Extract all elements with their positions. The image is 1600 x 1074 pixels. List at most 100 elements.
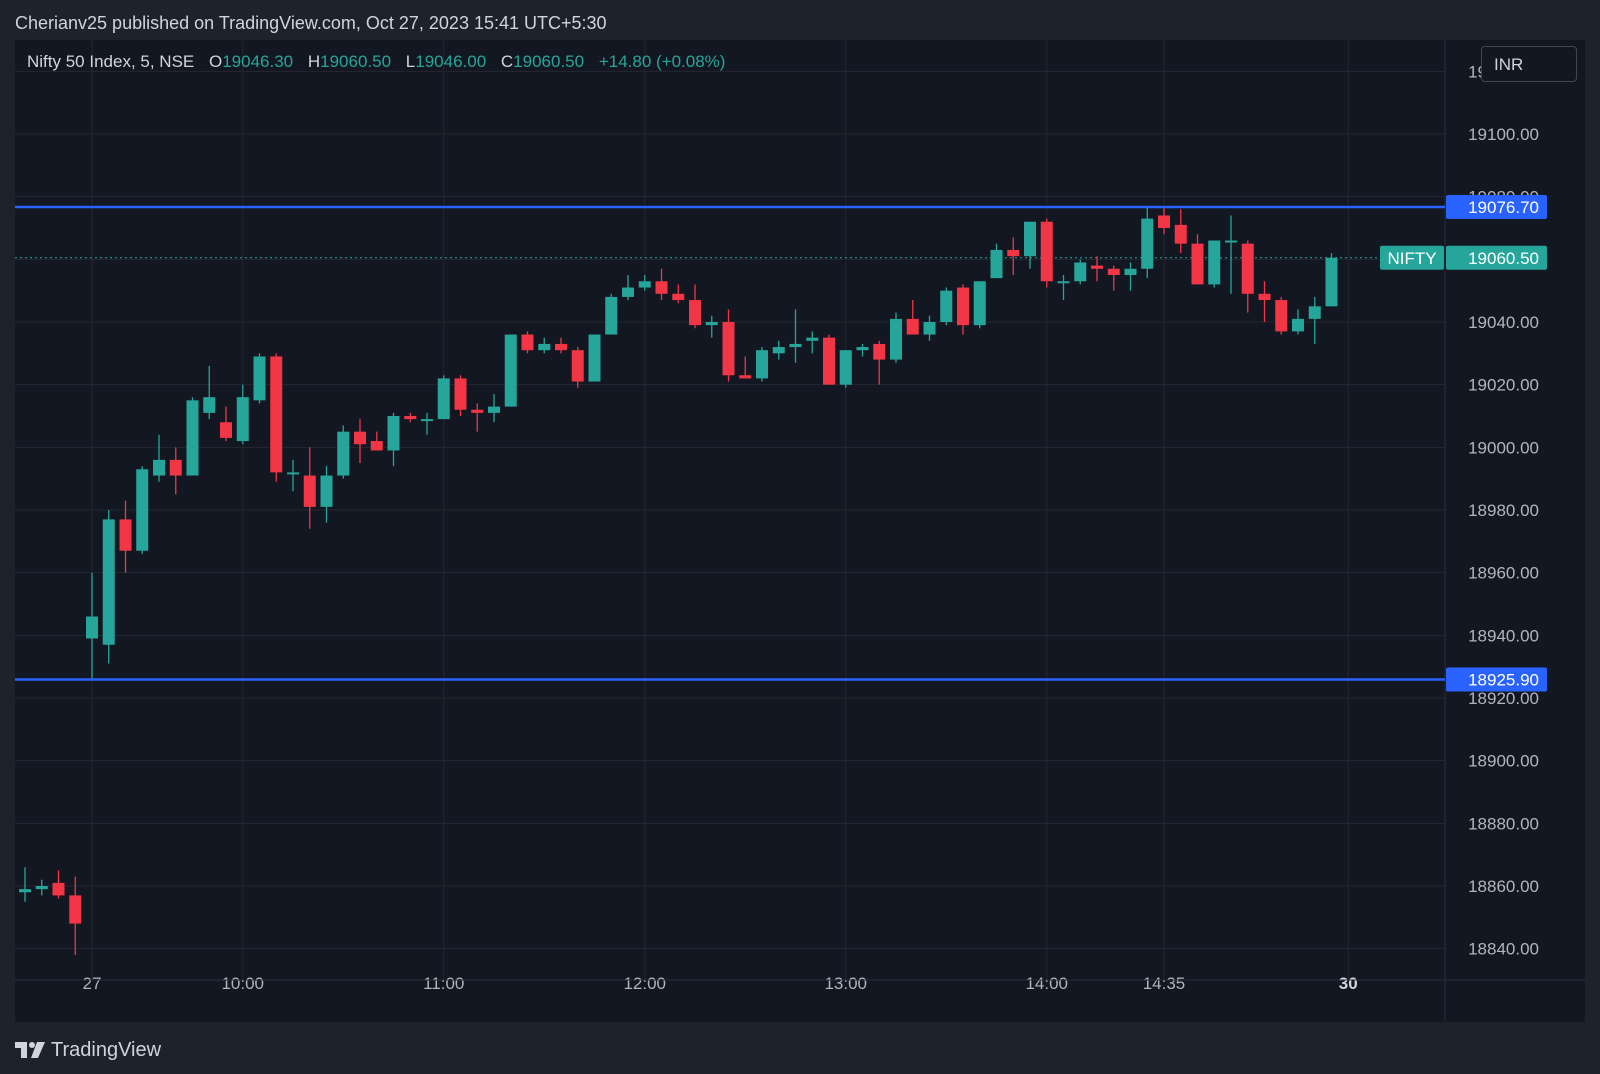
candle-body[interactable] bbox=[1174, 224, 1187, 244]
candle-body[interactable] bbox=[722, 322, 735, 376]
candle-body[interactable] bbox=[839, 350, 852, 385]
candle-body[interactable] bbox=[1241, 243, 1254, 294]
candle-body[interactable] bbox=[1107, 268, 1120, 275]
x-tick-label: 27 bbox=[83, 974, 102, 993]
candle-body[interactable] bbox=[555, 343, 567, 351]
candle-body[interactable] bbox=[605, 296, 618, 335]
candle-body[interactable] bbox=[303, 475, 316, 507]
candle-body[interactable] bbox=[1091, 265, 1103, 269]
y-tick-label: 18860.00 bbox=[1468, 877, 1539, 896]
candle-body[interactable] bbox=[1275, 300, 1288, 332]
candle-body[interactable] bbox=[119, 519, 132, 551]
candle-body[interactable] bbox=[789, 343, 802, 348]
candle-body[interactable] bbox=[186, 400, 199, 476]
candle-body[interactable] bbox=[35, 886, 48, 890]
currency-button[interactable]: INR bbox=[1481, 46, 1577, 82]
candle-body[interactable] bbox=[672, 293, 685, 301]
ohlc-legend: Nifty 50 Index, 5, NSE O19046.30 H19060.… bbox=[27, 52, 725, 72]
candle-body[interactable] bbox=[588, 334, 601, 382]
candle-body[interactable] bbox=[337, 431, 350, 476]
candle-body[interactable] bbox=[940, 290, 953, 322]
candle-body[interactable] bbox=[521, 334, 534, 351]
candle-body[interactable] bbox=[153, 459, 165, 476]
candle-body[interactable] bbox=[354, 431, 366, 445]
candle-body[interactable] bbox=[370, 441, 383, 451]
tradingview-logo-icon bbox=[15, 1042, 45, 1058]
candle-body[interactable] bbox=[1258, 293, 1271, 301]
footer-brand-label: TradingView bbox=[51, 1038, 162, 1061]
candle-body[interactable] bbox=[1074, 262, 1087, 282]
candle-body[interactable] bbox=[823, 337, 835, 385]
candle-body[interactable] bbox=[488, 406, 500, 413]
y-tick-label: 18960.00 bbox=[1468, 564, 1539, 583]
candle-body[interactable] bbox=[1308, 306, 1321, 319]
candle-body[interactable] bbox=[86, 616, 98, 639]
candle-body[interactable] bbox=[421, 419, 433, 422]
candle-body[interactable] bbox=[1191, 243, 1204, 285]
candle-body[interactable] bbox=[1225, 240, 1237, 243]
candle-body[interactable] bbox=[136, 469, 149, 551]
candle-body[interactable] bbox=[739, 375, 752, 379]
open-value: 19046.30 bbox=[222, 52, 294, 71]
candle-body[interactable] bbox=[1007, 249, 1020, 257]
candle-body[interactable] bbox=[253, 356, 266, 401]
candle-body[interactable] bbox=[1208, 240, 1221, 285]
candle-body[interactable] bbox=[538, 343, 551, 351]
x-tick-label: 13:00 bbox=[824, 974, 867, 993]
candle-body[interactable] bbox=[906, 318, 919, 335]
candle-body[interactable] bbox=[1141, 218, 1154, 269]
candle-body[interactable] bbox=[973, 281, 986, 326]
candle-body[interactable] bbox=[203, 397, 216, 413]
candle-body[interactable] bbox=[1057, 281, 1070, 284]
candle-body[interactable] bbox=[1325, 257, 1338, 307]
candle-body[interactable] bbox=[1158, 215, 1170, 228]
candle-body[interactable] bbox=[454, 378, 467, 410]
change-value: +14.80 (+0.08%) bbox=[598, 52, 726, 71]
chart-area[interactable]: 19120.0019100.0019080.0019060.0019040.00… bbox=[15, 40, 1585, 1022]
level-price-tag bbox=[1446, 667, 1547, 692]
candle-body[interactable] bbox=[890, 318, 902, 360]
candle-body[interactable] bbox=[220, 422, 232, 438]
candle-body[interactable] bbox=[69, 895, 82, 924]
candle-body[interactable] bbox=[689, 300, 701, 326]
candle-body[interactable] bbox=[756, 350, 768, 379]
y-tick-label: 19000.00 bbox=[1468, 438, 1539, 457]
high-value: 19060.50 bbox=[320, 52, 392, 71]
candle-body[interactable] bbox=[52, 882, 65, 896]
candle-body[interactable] bbox=[873, 343, 886, 360]
candle-body[interactable] bbox=[655, 281, 668, 294]
level-price-tag bbox=[1446, 195, 1547, 220]
candle-body[interactable] bbox=[236, 397, 249, 442]
candle-body[interactable] bbox=[856, 347, 869, 351]
candle-body[interactable] bbox=[504, 334, 517, 407]
y-tick-label: 18840.00 bbox=[1468, 940, 1539, 959]
candle-body[interactable] bbox=[102, 519, 115, 645]
level-price-label: 18925.90 bbox=[1468, 671, 1539, 690]
candlestick-chart[interactable]: 19120.0019100.0019080.0019060.0019040.00… bbox=[15, 40, 1585, 1022]
candle-body[interactable] bbox=[990, 249, 1003, 279]
y-tick-label: 18940.00 bbox=[1468, 626, 1539, 645]
candle-body[interactable] bbox=[287, 472, 299, 475]
candle-body[interactable] bbox=[1124, 268, 1137, 275]
candle-body[interactable] bbox=[270, 356, 283, 473]
candle-body[interactable] bbox=[1024, 221, 1036, 257]
candle-body[interactable] bbox=[923, 322, 936, 335]
candle-body[interactable] bbox=[320, 475, 333, 507]
low-key: L bbox=[405, 52, 416, 71]
candle-body[interactable] bbox=[705, 322, 718, 326]
candle-body[interactable] bbox=[622, 287, 634, 297]
candle-body[interactable] bbox=[806, 337, 819, 341]
candle-body[interactable] bbox=[1040, 221, 1053, 282]
candle-body[interactable] bbox=[387, 416, 400, 451]
candle-body[interactable] bbox=[571, 350, 584, 382]
candle-body[interactable] bbox=[437, 378, 450, 420]
candle-body[interactable] bbox=[169, 459, 182, 476]
candle-body[interactable] bbox=[957, 287, 969, 326]
candle-body[interactable] bbox=[638, 281, 651, 288]
candle-body[interactable] bbox=[19, 889, 31, 893]
candle-body[interactable] bbox=[1292, 318, 1304, 332]
candle-body[interactable] bbox=[404, 416, 417, 420]
candle-body[interactable] bbox=[471, 409, 484, 413]
candle-body[interactable] bbox=[772, 347, 785, 354]
footer-brand[interactable]: TradingView bbox=[15, 1035, 161, 1065]
